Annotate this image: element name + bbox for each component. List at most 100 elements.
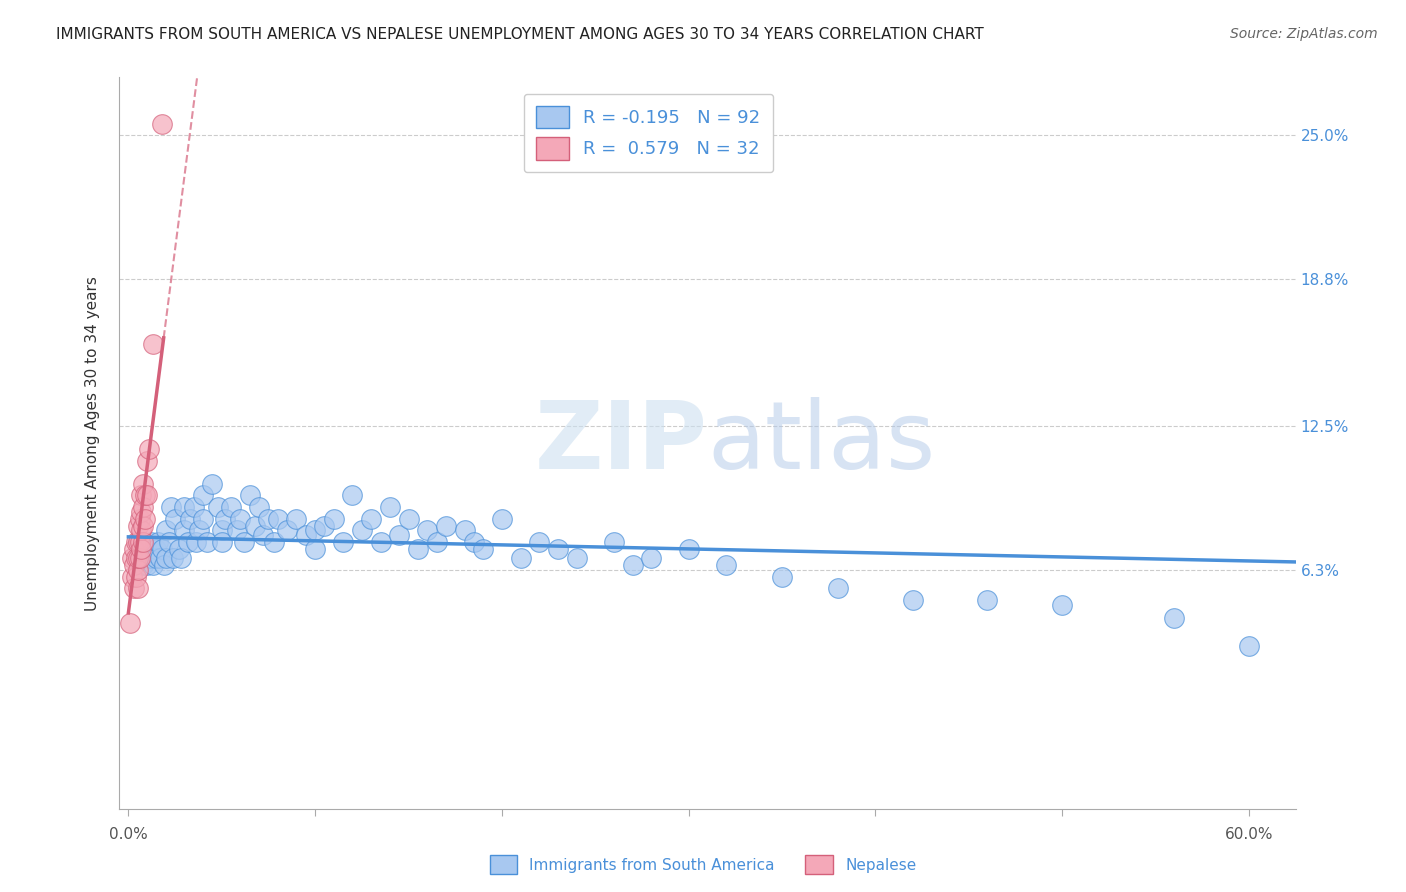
Point [132, 534, 155, 549]
Text: 0.0%: 0.0% [110, 828, 148, 842]
Point [233, 534, 256, 549]
Point [125, 569, 148, 583]
Point [136, 541, 159, 556]
Point [603, 534, 626, 549]
Point [122, 582, 145, 596]
Point [901, 593, 924, 607]
Point [138, 442, 160, 456]
Point [132, 558, 155, 572]
Point [678, 541, 700, 556]
Point [131, 523, 153, 537]
Point [263, 534, 285, 549]
Point [1237, 640, 1260, 654]
Point [350, 523, 373, 537]
Point [388, 528, 411, 542]
Point [120, 616, 142, 631]
Point [127, 563, 149, 577]
Point [179, 511, 201, 525]
Point [304, 523, 326, 537]
Point [211, 534, 233, 549]
Point [132, 500, 155, 514]
Point [160, 500, 183, 514]
Point [136, 551, 159, 566]
Point [122, 558, 145, 572]
Point [131, 488, 153, 502]
Point [139, 551, 162, 566]
Point [128, 511, 150, 525]
Point [155, 551, 177, 566]
Point [132, 518, 155, 533]
Point [131, 541, 153, 556]
Point [125, 534, 148, 549]
Point [162, 551, 184, 566]
Point [121, 569, 143, 583]
Point [406, 541, 429, 556]
Point [453, 523, 475, 537]
Point [139, 534, 162, 549]
Point [170, 551, 193, 566]
Point [207, 500, 229, 514]
Point [131, 505, 153, 519]
Point [252, 528, 274, 542]
Point [201, 476, 224, 491]
Point [529, 534, 551, 549]
Point [416, 523, 439, 537]
Point [714, 558, 737, 572]
Point [128, 551, 150, 566]
Point [509, 551, 531, 566]
Point [134, 546, 156, 560]
Text: Source: ZipAtlas.com: Source: ZipAtlas.com [1230, 27, 1378, 41]
Point [136, 453, 159, 467]
Point [976, 593, 998, 607]
Point [229, 511, 252, 525]
Point [128, 541, 150, 556]
Point [127, 518, 149, 533]
Point [463, 534, 485, 549]
Point [177, 534, 200, 549]
Point [770, 569, 793, 583]
Point [322, 511, 344, 525]
Point [134, 511, 156, 525]
Point [145, 541, 167, 556]
Point [128, 534, 150, 549]
Point [472, 541, 495, 556]
Point [360, 511, 382, 525]
Point [285, 511, 308, 525]
Point [167, 541, 190, 556]
Point [225, 523, 247, 537]
Point [122, 541, 145, 556]
Point [378, 500, 401, 514]
Point [183, 500, 205, 514]
Point [143, 546, 166, 560]
Point [127, 551, 149, 566]
Point [127, 534, 149, 549]
Point [142, 337, 165, 351]
Point [1163, 611, 1185, 625]
Point [211, 523, 233, 537]
Point [125, 551, 148, 566]
Legend: R = -0.195   N = 92, R =  0.579   N = 32: R = -0.195 N = 92, R = 0.579 N = 32 [524, 94, 773, 172]
Point [547, 541, 569, 556]
Point [145, 551, 167, 566]
Point [153, 558, 176, 572]
Point [294, 528, 316, 542]
Point [150, 541, 173, 556]
Point [276, 523, 298, 537]
Point [1050, 598, 1073, 612]
Point [191, 488, 214, 502]
Point [491, 511, 513, 525]
Point [184, 534, 207, 549]
Y-axis label: Unemployment Among Ages 30 to 34 years: Unemployment Among Ages 30 to 34 years [86, 276, 100, 611]
Point [304, 541, 326, 556]
Point [159, 534, 181, 549]
Point [191, 511, 214, 525]
Point [827, 582, 849, 596]
Point [247, 500, 270, 514]
Point [214, 511, 236, 525]
Point [425, 534, 447, 549]
Point [342, 488, 364, 502]
Point [132, 476, 155, 491]
Point [245, 518, 267, 533]
Point [173, 500, 195, 514]
Point [165, 511, 187, 525]
